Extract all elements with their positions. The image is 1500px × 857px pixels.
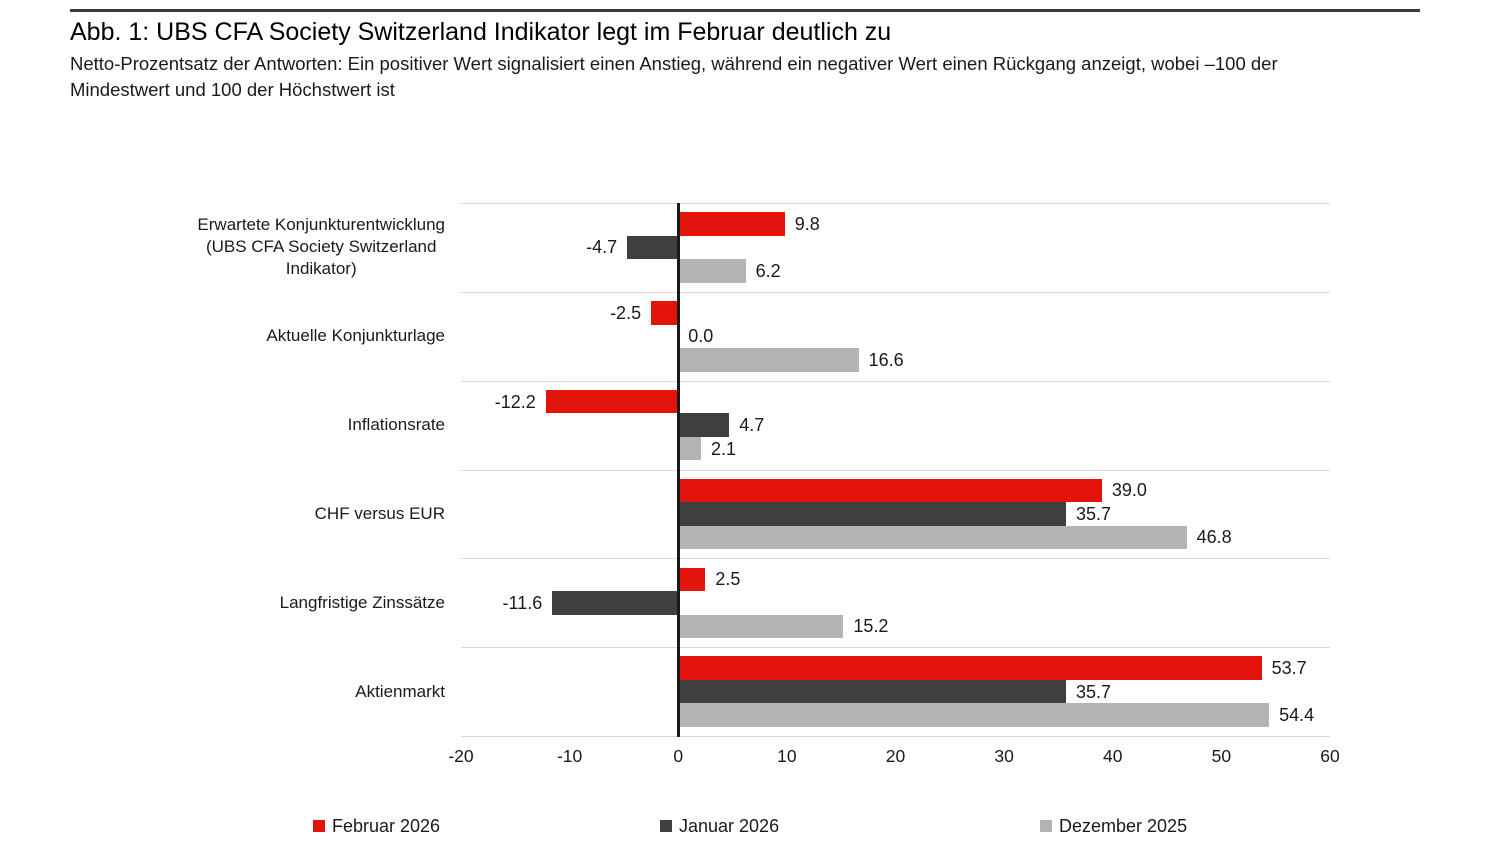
x-tick-label: -20 — [448, 746, 474, 766]
legend-item: Januar 2026 — [660, 817, 779, 835]
bar — [678, 656, 1262, 680]
bar — [552, 591, 679, 615]
x-tick-label: 10 — [777, 746, 797, 766]
x-tick-label: 20 — [885, 746, 906, 766]
row-separator-line — [461, 291, 1330, 293]
bar — [678, 348, 859, 372]
bar-value-label: 46.8 — [1196, 527, 1232, 548]
row-separator-line — [461, 647, 1330, 649]
row-separator-line — [461, 203, 1330, 204]
bar-value-label: 35.7 — [1076, 681, 1112, 702]
legend-label: Februar 2026 — [332, 816, 441, 836]
legend-label: Dezember 2025 — [1059, 816, 1188, 836]
x-tick-label: 30 — [994, 746, 1014, 766]
bar — [678, 502, 1067, 526]
bar-value-label: 54.4 — [1279, 705, 1315, 726]
zero-axis-line — [677, 203, 680, 737]
bar-value-label: 6.2 — [755, 260, 781, 281]
bar — [678, 436, 702, 461]
bar — [678, 703, 1270, 727]
bar-value-label: 4.7 — [739, 415, 765, 436]
legend-label: Januar 2026 — [679, 816, 780, 836]
title-rule — [70, 9, 1420, 12]
row-separator-line — [461, 469, 1330, 471]
x-tick-label: -10 — [556, 746, 583, 766]
bar — [678, 567, 706, 591]
bar-value-label: 2.1 — [711, 438, 737, 459]
bar — [678, 259, 746, 283]
chart-subtitle: Netto-Prozentsatz der Antworten: Ein pos… — [70, 53, 1278, 100]
bar — [678, 478, 1102, 503]
bar-value-label: 2.5 — [715, 569, 741, 590]
category-label: CHF versus EUR — [314, 503, 445, 523]
x-tick-label: 50 — [1211, 746, 1232, 766]
bar-value-label: -4.7 — [586, 237, 618, 258]
row-separator-line — [461, 736, 1330, 737]
bar-value-label: -12.2 — [494, 391, 536, 412]
x-tick-label: 60 — [1320, 746, 1340, 766]
bar — [627, 235, 679, 260]
bar-value-label: -2.5 — [610, 302, 642, 323]
bar-value-label: 9.8 — [794, 213, 820, 234]
row-separator-line — [461, 558, 1330, 560]
category-label: Aktuelle Konjunkturlage — [266, 326, 445, 346]
legend-marker — [660, 820, 672, 832]
legend-marker — [313, 820, 325, 832]
bar-value-label: 16.6 — [868, 349, 904, 370]
row-separator-line — [461, 380, 1330, 382]
bar-value-label: -11.6 — [502, 592, 543, 613]
bar-value-label: 39.0 — [1111, 480, 1147, 501]
legend-marker — [1040, 820, 1052, 832]
category-label: Langfristige Zinssätze — [279, 592, 445, 612]
category-label: Erwartete Konjunkturentwicklung (UBS CFA… — [197, 215, 445, 279]
category-label: Inflationsrate — [347, 415, 445, 435]
bar — [678, 212, 785, 236]
chart-title: Abb. 1: UBS CFA Society Switzerland Indi… — [70, 18, 892, 46]
bar-value-label: 0.0 — [688, 326, 714, 347]
x-tick-label: 0 — [673, 746, 684, 766]
legend-item: Februar 2026 — [313, 817, 440, 835]
bar — [678, 614, 844, 638]
bar — [678, 679, 1067, 704]
bar-value-label: 15.2 — [853, 616, 889, 637]
legend-item: Dezember 2025 — [1040, 817, 1187, 835]
bar-value-label: 53.7 — [1271, 658, 1307, 679]
bar — [678, 413, 730, 437]
bar — [545, 389, 679, 414]
x-tick-label: 40 — [1103, 746, 1123, 766]
bar — [678, 525, 1187, 550]
bar — [651, 301, 679, 325]
bar-value-label: 35.7 — [1076, 503, 1112, 524]
category-label: Aktienmarkt — [355, 681, 445, 701]
